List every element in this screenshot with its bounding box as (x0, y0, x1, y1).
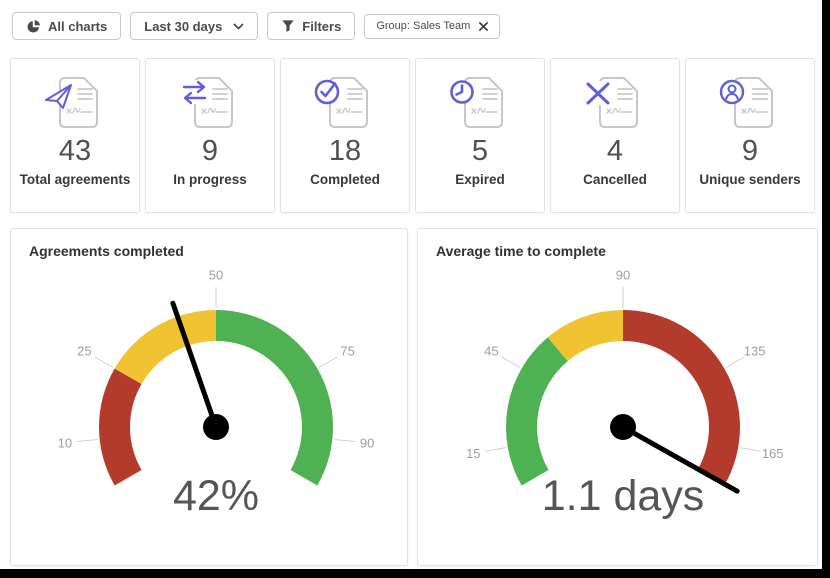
gauge-tick-label: 15 (466, 446, 480, 461)
completed-document-icon (312, 75, 378, 131)
in-progress-document-icon (177, 75, 243, 131)
toolbar: All charts Last 30 days Filters Group: S… (12, 12, 501, 40)
gauge-segment (216, 310, 333, 486)
gauge-hub (203, 414, 229, 440)
chip-remove-icon[interactable] (479, 21, 489, 31)
cancelled-document-icon (582, 75, 648, 131)
pie-chart-icon (26, 19, 41, 34)
gauge-tick-label: 165 (762, 446, 784, 461)
expired-document-icon (447, 75, 513, 131)
stat-label: In progress (173, 172, 247, 187)
filters-label: Filters (302, 18, 342, 34)
gauge-value: 1.1 days (542, 472, 705, 520)
stat-cards-row: 43 Total agreements 9 In progress (10, 58, 815, 213)
filter-funnel-icon (281, 19, 295, 33)
gauge-segment (114, 310, 216, 384)
stat-label: Total agreements (19, 172, 131, 187)
gauge-tick-label: 50 (209, 268, 223, 283)
gauge-segment (98, 368, 142, 486)
stat-card-cancelled: 4 Cancelled (550, 58, 680, 213)
gauges-row: Agreements completed 10 25 50 75 90 42% … (10, 228, 818, 566)
gauge-card-agreements-completed: Agreements completed 10 25 50 75 90 42% (10, 228, 408, 566)
gauge-tick (740, 447, 761, 452)
all-charts-label: All charts (48, 18, 108, 34)
gauge-needle (620, 424, 740, 494)
filter-chip-label: Group: Sales Team (376, 20, 471, 32)
stat-value: 43 (58, 135, 92, 167)
gauge-tick-label: 135 (744, 344, 766, 359)
gauge-value: 42% (173, 472, 259, 520)
gauge-hub (610, 414, 636, 440)
gauge-tick (501, 356, 521, 368)
gauge-tick (334, 438, 356, 443)
stat-label: Completed (310, 172, 380, 187)
window-shadow-bottom (0, 569, 830, 578)
gauge-title: Agreements completed (29, 243, 184, 259)
filter-chip[interactable]: Group: Sales Team (364, 13, 501, 39)
stat-value: 5 (471, 135, 489, 167)
gauge-tick-label: 90 (360, 435, 374, 450)
gauge-tick (76, 438, 98, 443)
gauge-segment (623, 310, 740, 486)
gauge-tick (94, 356, 114, 368)
stat-card-completed: 18 Completed (280, 58, 410, 213)
send-document-icon (42, 75, 108, 131)
gauge-tick-label: 90 (616, 268, 630, 283)
gauge-segment (506, 337, 568, 486)
stat-card-in-progress: 9 In progress (145, 58, 275, 213)
gauge-needle (170, 300, 219, 430)
gauge-tick-label: 25 (77, 344, 91, 359)
gauge-chart-average-time: 15 45 90 135 165 1.1 days (466, 268, 784, 521)
window-shadow-right (822, 0, 830, 578)
stat-card-total-agreements: 43 Total agreements (10, 58, 140, 213)
gauge-segment (547, 310, 623, 362)
all-charts-button[interactable]: All charts (12, 12, 122, 40)
date-range-dropdown[interactable]: Last 30 days (130, 12, 259, 40)
stat-value: 4 (606, 135, 624, 167)
unique-senders-document-icon (717, 75, 783, 131)
filters-button[interactable]: Filters (267, 12, 356, 40)
gauge-title: Average time to complete (436, 243, 606, 259)
gauge-chart-agreements-completed: 10 25 50 75 90 42% (58, 268, 375, 521)
gauge-card-average-time: Average time to complete 15 45 90 135 16… (417, 228, 818, 566)
gauge-tick-label: 75 (340, 344, 354, 359)
gauge-tick-label: 45 (484, 344, 498, 359)
date-range-label: Last 30 days (144, 18, 223, 34)
stat-label: Cancelled (583, 172, 647, 187)
stat-card-unique-senders: 9 Unique senders (685, 58, 815, 213)
stat-value: 9 (741, 135, 759, 167)
stat-value: 9 (201, 135, 219, 167)
stat-value: 18 (328, 135, 362, 167)
chevron-down-icon (233, 22, 244, 30)
gauge-tick-label: 10 (58, 435, 72, 450)
gauge-tick (485, 447, 506, 452)
gauge-tick (725, 356, 745, 368)
gauge-tick (318, 356, 338, 368)
stat-label: Unique senders (699, 172, 801, 187)
stat-card-expired: 5 Expired (415, 58, 545, 213)
stat-label: Expired (455, 172, 505, 187)
